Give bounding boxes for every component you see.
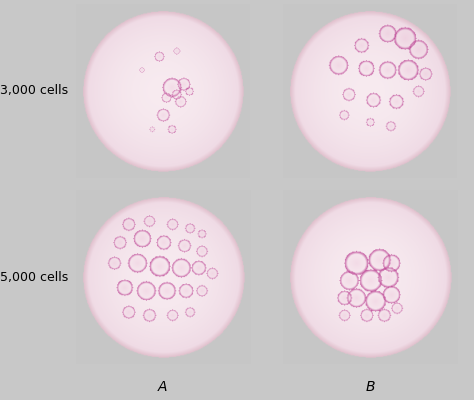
Text: A: A	[158, 380, 168, 394]
Text: B: B	[365, 380, 375, 394]
Text: 3,000 cells: 3,000 cells	[0, 84, 68, 98]
Text: 5,000 cells: 5,000 cells	[0, 270, 68, 284]
